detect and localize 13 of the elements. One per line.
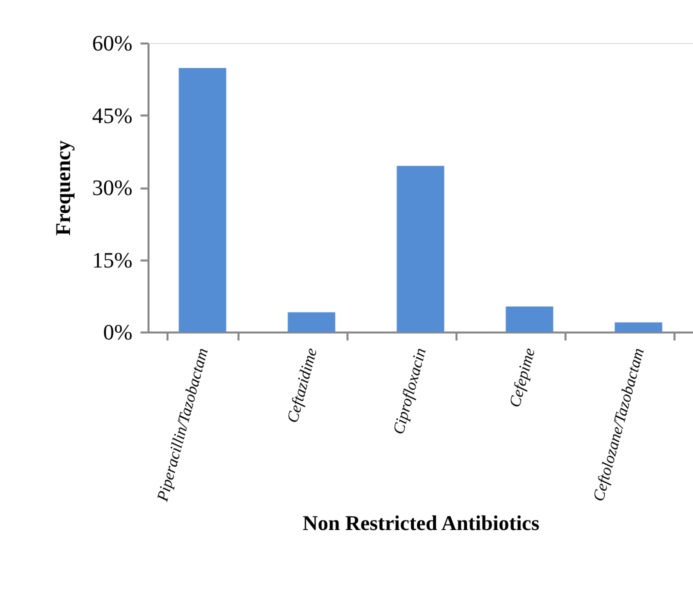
bar [178,68,226,332]
y-tick-label: 45% [92,102,132,128]
bar [288,312,336,332]
x-axis-title: Non Restricted Antibiotics [302,510,540,535]
bar [614,322,662,332]
y-tick-label: 0% [103,320,132,344]
y-axis-title: Frequency [51,140,76,236]
y-tick-label: 15% [92,247,132,272]
x-tick-label: Cefepime [506,346,539,410]
bar [506,306,554,332]
y-tick-label: 30% [92,175,132,200]
bar [396,166,444,332]
y-tick-label: 60% [92,30,132,56]
